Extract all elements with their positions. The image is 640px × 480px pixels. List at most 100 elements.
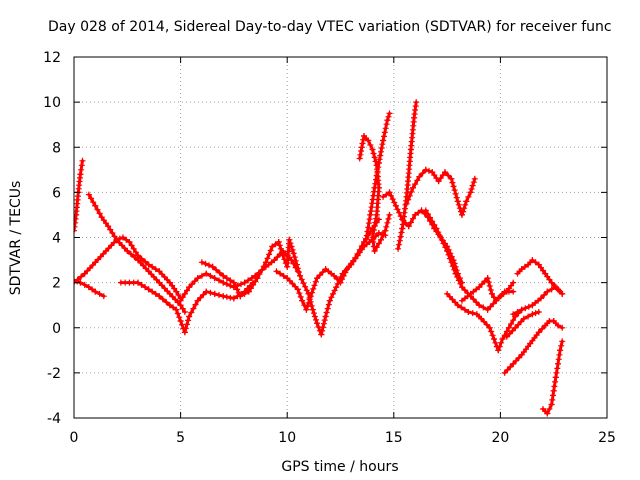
data-point-marker bbox=[461, 306, 468, 313]
data-point-marker bbox=[513, 357, 519, 364]
data-point-marker bbox=[471, 175, 478, 182]
data-point-marker bbox=[365, 224, 372, 231]
data-point-marker bbox=[405, 223, 412, 230]
data-point-marker bbox=[248, 275, 255, 282]
data-point-marker bbox=[295, 269, 302, 276]
data-point-marker bbox=[326, 297, 333, 304]
data-point-marker bbox=[394, 206, 401, 213]
data-point-marker bbox=[445, 251, 452, 258]
data-point-marker bbox=[220, 293, 227, 300]
data-point-marker bbox=[211, 275, 218, 282]
data-point-marker bbox=[79, 157, 86, 164]
data-point-marker bbox=[92, 259, 99, 266]
data-point-marker bbox=[389, 196, 396, 203]
data-point-marker bbox=[111, 233, 118, 240]
data-point-marker bbox=[303, 287, 310, 294]
data-point-marker bbox=[260, 263, 267, 270]
data-point-marker bbox=[383, 191, 390, 198]
y-tick-label: 12 bbox=[43, 50, 61, 66]
data-point-marker bbox=[452, 190, 459, 197]
data-point-marker bbox=[220, 272, 227, 279]
data-point-marker bbox=[294, 286, 301, 293]
data-point-marker bbox=[264, 255, 271, 262]
y-tick-label: 8 bbox=[52, 140, 61, 156]
data-point-marker bbox=[206, 262, 212, 269]
data-point-marker bbox=[381, 133, 387, 140]
data-point-marker bbox=[485, 279, 492, 286]
data-point-marker bbox=[296, 290, 303, 297]
data-point-marker bbox=[311, 313, 318, 320]
data-point-marker bbox=[374, 168, 381, 175]
y-tick-label: -4 bbox=[47, 411, 61, 427]
data-point-marker bbox=[449, 263, 456, 270]
x-tick-label: 20 bbox=[491, 430, 509, 446]
data-point-marker bbox=[97, 253, 104, 260]
data-point-marker bbox=[452, 299, 459, 306]
data-point-marker bbox=[379, 141, 386, 148]
data-point-marker bbox=[549, 396, 556, 403]
data-point-marker bbox=[438, 236, 445, 243]
data-point-marker bbox=[412, 211, 419, 218]
data-point-marker bbox=[105, 245, 112, 252]
data-point-marker bbox=[555, 360, 561, 367]
data-point-marker bbox=[166, 290, 173, 297]
data-point-marker bbox=[539, 325, 545, 332]
data-point-marker bbox=[85, 284, 92, 291]
data-point-marker bbox=[395, 241, 402, 248]
data-point-marker bbox=[490, 300, 497, 307]
data-point-marker bbox=[297, 293, 304, 300]
data-point-marker bbox=[358, 144, 365, 151]
data-point-marker bbox=[238, 281, 244, 288]
data-point-marker bbox=[163, 299, 170, 306]
data-point-marker bbox=[186, 284, 193, 291]
data-point-marker bbox=[78, 273, 85, 280]
data-point-marker bbox=[552, 374, 559, 381]
data-point-marker bbox=[291, 254, 298, 261]
data-point-marker bbox=[297, 272, 303, 279]
data-point-marker bbox=[173, 306, 180, 313]
data-point-marker bbox=[339, 276, 346, 283]
data-point-marker bbox=[510, 317, 517, 324]
data-point-marker bbox=[478, 315, 485, 322]
data-point-marker bbox=[552, 378, 559, 385]
data-point-marker bbox=[385, 215, 392, 222]
data-point-marker bbox=[203, 288, 210, 295]
data-point-marker bbox=[100, 250, 107, 257]
data-point-marker bbox=[550, 387, 557, 394]
data-point-marker bbox=[304, 303, 311, 310]
data-point-marker bbox=[288, 257, 295, 264]
data-point-marker bbox=[150, 274, 157, 280]
data-point-marker bbox=[198, 272, 205, 279]
data-point-marker bbox=[518, 266, 525, 273]
series-low-0.6 bbox=[445, 292, 524, 352]
data-point-marker bbox=[318, 331, 325, 338]
data-point-marker bbox=[179, 294, 186, 301]
data-point-marker bbox=[422, 166, 429, 173]
data-point-marker bbox=[484, 306, 491, 313]
data-point-marker bbox=[551, 383, 558, 390]
data-point-marker bbox=[184, 321, 190, 328]
data-point-marker bbox=[131, 254, 138, 261]
data-point-marker bbox=[476, 302, 483, 309]
data-point-marker bbox=[298, 276, 305, 283]
data-point-marker bbox=[363, 236, 370, 243]
data-point-marker bbox=[397, 233, 404, 240]
data-point-marker bbox=[370, 230, 377, 237]
data-point-marker bbox=[448, 259, 455, 266]
data-point-marker bbox=[198, 259, 205, 266]
data-point-marker bbox=[342, 269, 349, 276]
data-point-marker bbox=[340, 272, 347, 279]
data-point-marker bbox=[375, 230, 382, 236]
data-point-marker bbox=[376, 156, 383, 163]
data-point-marker bbox=[277, 245, 284, 252]
data-point-marker bbox=[289, 280, 296, 287]
data-point-marker bbox=[179, 305, 186, 312]
data-point-marker bbox=[451, 187, 458, 194]
data-point-marker bbox=[559, 324, 566, 331]
series-group bbox=[74, 99, 566, 417]
data-point-marker bbox=[378, 148, 384, 155]
data-point-marker bbox=[325, 301, 332, 308]
data-point-marker bbox=[460, 208, 467, 215]
data-point-marker bbox=[235, 289, 242, 296]
